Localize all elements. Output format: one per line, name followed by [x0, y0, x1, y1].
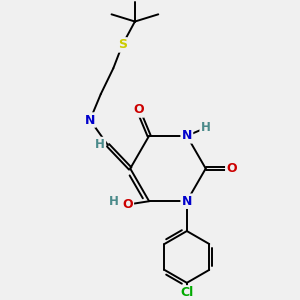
Text: Cl: Cl: [180, 286, 194, 299]
Text: O: O: [226, 162, 237, 175]
Text: N: N: [182, 129, 192, 142]
Text: O: O: [122, 198, 133, 211]
Text: H: H: [95, 138, 105, 151]
Text: H: H: [109, 195, 119, 208]
Text: N: N: [182, 195, 192, 208]
Text: N: N: [85, 113, 95, 127]
Text: H: H: [201, 122, 211, 134]
Text: O: O: [133, 103, 144, 116]
Text: S: S: [118, 38, 127, 51]
